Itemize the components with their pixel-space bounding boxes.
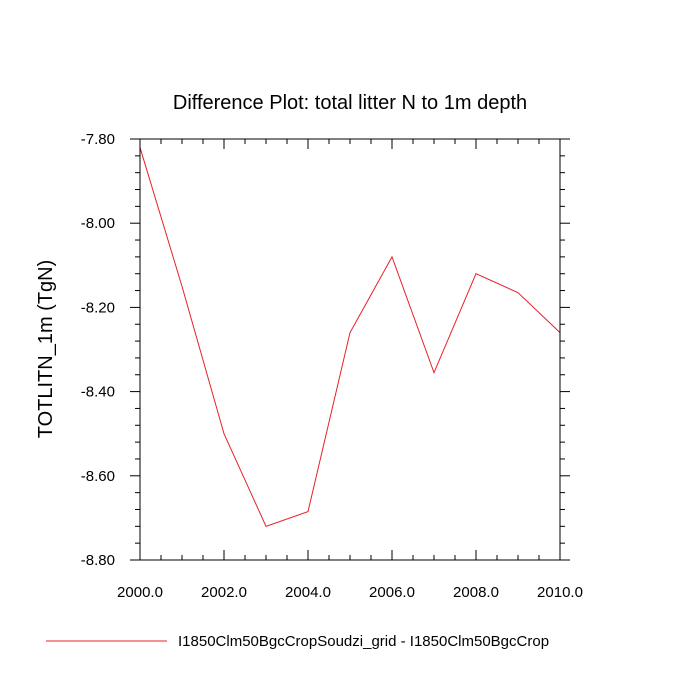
x-tick-label: 2004.0 xyxy=(285,584,331,601)
series-line xyxy=(139,147,561,527)
axis-ticks xyxy=(130,138,570,561)
x-tick-label: 2002.0 xyxy=(201,584,247,601)
x-tick-label: 2008.0 xyxy=(453,584,499,601)
y-tick-label: -7.80 xyxy=(81,131,115,148)
x-tick-label: 2006.0 xyxy=(369,584,415,601)
legend-label: I1850Clm50BgcCropSoudzi_grid - I1850Clm5… xyxy=(178,633,549,650)
plot-frame xyxy=(139,138,561,561)
y-tick-label: -8.60 xyxy=(81,468,115,485)
plot-lines xyxy=(139,147,561,527)
legend: I1850Clm50BgcCropSoudzi_grid - I1850Clm5… xyxy=(46,633,549,650)
y-tick-label: -8.40 xyxy=(81,384,115,401)
y-tick-label: -8.80 xyxy=(81,552,115,569)
y-axis-label: TOTLITN_1m (TgN) xyxy=(35,260,57,439)
y-tick-label: -8.00 xyxy=(81,215,115,232)
x-tick-label: 2000.0 xyxy=(117,584,163,601)
chart-title: Difference Plot: total litter N to 1m de… xyxy=(173,92,527,114)
x-tick-label: 2010.0 xyxy=(537,584,583,601)
axis-tick-labels: 2000.0 2002.0 2004.0 2006.0 2008.0 2010.0 -7.8… xyxy=(81,131,583,601)
y-tick-label: -8.20 xyxy=(81,299,115,316)
